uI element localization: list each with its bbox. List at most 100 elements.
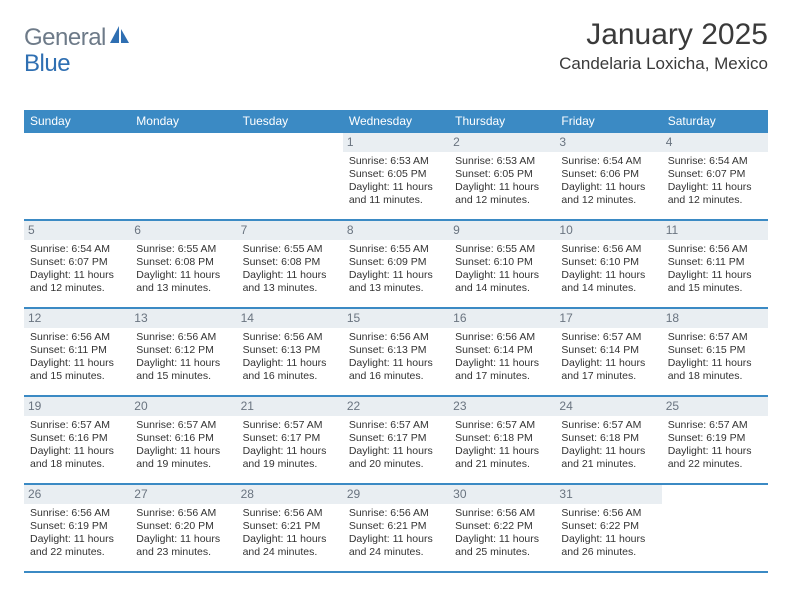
daylight-line: Daylight: 11 hours and 15 minutes.	[136, 357, 230, 383]
daylight-line: Daylight: 11 hours and 16 minutes.	[243, 357, 337, 383]
sunset-line: Sunset: 6:10 PM	[455, 256, 549, 269]
week-row: 12Sunrise: 6:56 AMSunset: 6:11 PMDayligh…	[24, 309, 768, 397]
week-row: 5 Sunrise: 6:54 AMSunset: 6:07 PM Daylight…	[24, 221, 768, 309]
daylight-line: Daylight: 11 hours and 12 minutes.	[668, 181, 762, 207]
sunrise-line: Sunrise: 6:56 AM	[30, 507, 124, 520]
daylight-line: Daylight: 11 hours and 19 minutes.	[243, 445, 337, 471]
daylight-line: Daylight: 11 hours and 14 minutes.	[561, 269, 655, 295]
day-cell: 9 Sunrise: 6:55 AMSunset: 6:10 PMDaylight…	[449, 221, 555, 307]
weeks-container: 1Sunrise: 6:53 AMSunset: 6:05 PMDaylight…	[24, 133, 768, 573]
dow-cell: Thursday	[449, 110, 555, 133]
dow-cell: Wednesday	[343, 110, 449, 133]
day-number: 25	[662, 397, 768, 416]
day-cell: 31Sunrise: 6:56 AMSunset: 6:22 PMDayligh…	[555, 485, 661, 571]
sunrise-line: Sunrise: 6:57 AM	[561, 331, 655, 344]
dow-header-row: SundayMondayTuesdayWednesdayThursdayFrid…	[24, 110, 768, 133]
sunset-line: Sunset: 6:09 PM	[349, 256, 443, 269]
sunset-line: Sunset: 6:16 PM	[136, 432, 230, 445]
day-number: 10	[555, 221, 661, 240]
day-number: 5	[24, 221, 130, 240]
logo-text-blue: Blue	[24, 50, 70, 77]
sunrise-line: Sunrise: 6:57 AM	[349, 419, 443, 432]
day-number: 18	[662, 309, 768, 328]
sunset-line: Sunset: 6:07 PM	[30, 256, 124, 269]
week-row: 26Sunrise: 6:56 AMSunset: 6:19 PMDayligh…	[24, 485, 768, 573]
sunset-line: Sunset: 6:17 PM	[349, 432, 443, 445]
daylight-line: Daylight: 11 hours and 13 minutes.	[136, 269, 230, 295]
day-cell: 14Sunrise: 6:56 AMSunset: 6:13 PMDayligh…	[237, 309, 343, 395]
day-cell: 16Sunrise: 6:56 AMSunset: 6:14 PMDayligh…	[449, 309, 555, 395]
day-number: 9	[449, 221, 555, 240]
sunrise-line: Sunrise: 6:55 AM	[136, 243, 230, 256]
dow-cell: Sunday	[24, 110, 130, 133]
day-cell: 5Sunrise: 6:54 AMSunset: 6:07 PMDaylight…	[24, 221, 130, 307]
daylight-line: Daylight: 11 hours and 15 minutes.	[30, 357, 124, 383]
daylight-line: Daylight: 11 hours and 25 minutes.	[455, 533, 549, 559]
daylight-line: Daylight: 11 hours and 17 minutes.	[561, 357, 655, 383]
dow-cell: Monday	[130, 110, 236, 133]
sunrise-line: Sunrise: 6:55 AM	[455, 243, 549, 256]
day-number	[24, 133, 130, 137]
day-cell: 2Sunrise: 6:53 AMSunset: 6:05 PMDaylight…	[449, 133, 555, 219]
sunset-line: Sunset: 6:21 PM	[243, 520, 337, 533]
daylight-line: Daylight: 11 hours and 12 minutes.	[561, 181, 655, 207]
day-cell: 11Sunrise: 6:56 AMSunset: 6:11 PMDayligh…	[662, 221, 768, 307]
sunrise-line: Sunrise: 6:57 AM	[243, 419, 337, 432]
day-cell: 3Sunrise: 6:54 AMSunset: 6:06 PMDaylight…	[555, 133, 661, 219]
day-number: 19	[24, 397, 130, 416]
day-cell: 21Sunrise: 6:57 AMSunset: 6:17 PMDayligh…	[237, 397, 343, 483]
day-number: 23	[449, 397, 555, 416]
day-cell: 24Sunrise: 6:57 AMSunset: 6:18 PMDayligh…	[555, 397, 661, 483]
day-cell: 29Sunrise: 6:56 AMSunset: 6:21 PMDayligh…	[343, 485, 449, 571]
sunset-line: Sunset: 6:14 PM	[455, 344, 549, 357]
day-cell: 17Sunrise: 6:57 AMSunset: 6:14 PMDayligh…	[555, 309, 661, 395]
day-number: 7	[237, 221, 343, 240]
day-cell	[130, 133, 236, 219]
day-cell: 30Sunrise: 6:56 AMSunset: 6:22 PMDayligh…	[449, 485, 555, 571]
logo-sail-icon	[110, 26, 130, 49]
daylight-line: Daylight: 11 hours and 13 minutes.	[243, 269, 337, 295]
sunset-line: Sunset: 6:18 PM	[455, 432, 549, 445]
day-cell: 18Sunrise: 6:57 AMSunset: 6:15 PMDayligh…	[662, 309, 768, 395]
daylight-line: Daylight: 11 hours and 26 minutes.	[561, 533, 655, 559]
daylight-line: Daylight: 11 hours and 11 minutes.	[349, 181, 443, 207]
day-number	[130, 133, 236, 137]
sunset-line: Sunset: 6:12 PM	[136, 344, 230, 357]
day-number: 1	[343, 133, 449, 152]
daylight-line: Daylight: 11 hours and 23 minutes.	[136, 533, 230, 559]
sunrise-line: Sunrise: 6:57 AM	[136, 419, 230, 432]
page-header: General January 2025 Candelaria Loxicha,…	[24, 18, 768, 74]
day-number	[237, 133, 343, 137]
sunset-line: Sunset: 6:22 PM	[561, 520, 655, 533]
day-number: 17	[555, 309, 661, 328]
day-cell	[24, 133, 130, 219]
sunset-line: Sunset: 6:21 PM	[349, 520, 443, 533]
sunrise-line: Sunrise: 6:53 AM	[349, 155, 443, 168]
sunrise-line: Sunrise: 6:56 AM	[349, 331, 443, 344]
sunset-line: Sunset: 6:10 PM	[561, 256, 655, 269]
sunrise-line: Sunrise: 6:54 AM	[30, 243, 124, 256]
sunrise-line: Sunrise: 6:56 AM	[243, 331, 337, 344]
day-number: 26	[24, 485, 130, 504]
sunset-line: Sunset: 6:05 PM	[349, 168, 443, 181]
daylight-line: Daylight: 11 hours and 18 minutes.	[30, 445, 124, 471]
daylight-line: Daylight: 11 hours and 14 minutes.	[455, 269, 549, 295]
sunrise-line: Sunrise: 6:56 AM	[349, 507, 443, 520]
day-cell: 20Sunrise: 6:57 AMSunset: 6:16 PMDayligh…	[130, 397, 236, 483]
day-cell: 28Sunrise: 6:56 AMSunset: 6:21 PMDayligh…	[237, 485, 343, 571]
daylight-line: Daylight: 11 hours and 18 minutes.	[668, 357, 762, 383]
day-cell: 4Sunrise: 6:54 AMSunset: 6:07 PMDaylight…	[662, 133, 768, 219]
day-cell: 25Sunrise: 6:57 AMSunset: 6:19 PMDayligh…	[662, 397, 768, 483]
day-cell: 1 Sunrise: 6:53 AMSunset: 6:05 PMDaylight…	[343, 133, 449, 219]
sunset-line: Sunset: 6:05 PM	[455, 168, 549, 181]
day-number: 3	[555, 133, 661, 152]
location-subtitle: Candelaria Loxicha, Mexico	[559, 54, 768, 74]
daylight-line: Daylight: 11 hours and 22 minutes.	[668, 445, 762, 471]
daylight-line: Daylight: 11 hours and 20 minutes.	[349, 445, 443, 471]
sunset-line: Sunset: 6:19 PM	[30, 520, 124, 533]
sunrise-line: Sunrise: 6:56 AM	[455, 331, 549, 344]
sunset-line: Sunset: 6:17 PM	[243, 432, 337, 445]
day-cell: 10 Sunrise: 6:56 AMSunset: 6:10 PMDayligh…	[555, 221, 661, 307]
sunrise-line: Sunrise: 6:56 AM	[561, 243, 655, 256]
day-number: 2	[449, 133, 555, 152]
